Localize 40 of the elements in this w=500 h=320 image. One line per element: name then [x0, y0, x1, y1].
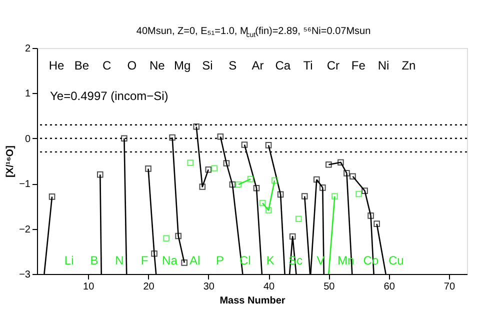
annotation: B: [90, 253, 98, 268]
y-tick-label: 0: [24, 134, 31, 145]
annotation: S: [228, 58, 237, 72]
x-axis-title: Mass Number: [220, 296, 286, 306]
annotation: Cu: [388, 253, 404, 268]
x-tick-label: 40: [263, 282, 276, 292]
x-tick-label: 10: [83, 282, 95, 292]
y-tick-label: −3: [19, 270, 31, 280]
x-tick-label: 60: [384, 282, 396, 292]
annotation: F: [140, 253, 148, 268]
annotation: Ye=0.4997 (incom−Si): [50, 89, 168, 103]
annotation: P: [216, 253, 224, 268]
y-axis-title: [X/¹⁶O]: [5, 146, 16, 178]
x-tick-label: 20: [143, 282, 155, 292]
x-tick-label: 70: [444, 282, 456, 292]
x-tick-label: 50: [324, 282, 336, 292]
annotation: Si: [202, 58, 213, 72]
y-tick-label: 2: [24, 44, 31, 54]
y-tick-label: −2: [19, 224, 31, 236]
annotation: N: [115, 253, 124, 268]
annotation: Fe: [351, 58, 366, 72]
annotation: Ne: [149, 58, 166, 72]
annotation: Zn: [402, 58, 416, 72]
annotation: Cr: [326, 58, 340, 72]
x-tick-label: 30: [203, 282, 215, 292]
annotation: Ar: [252, 58, 264, 72]
annotation: Ca: [275, 58, 291, 72]
annotation: Be: [74, 58, 90, 72]
annotation: Na: [162, 253, 178, 268]
annotation: O: [127, 58, 137, 72]
annotation: C: [102, 58, 112, 72]
annotation: He: [48, 58, 64, 72]
y-tick-label: −1: [19, 179, 31, 190]
annotation: Mg: [174, 58, 191, 72]
annotation: K: [266, 253, 274, 268]
annotation: Ni: [378, 58, 390, 72]
y-tick-label: 1: [24, 88, 31, 100]
annotation: Li: [64, 253, 74, 268]
annotation: Ti: [303, 58, 313, 72]
annotation: Al: [190, 253, 200, 268]
